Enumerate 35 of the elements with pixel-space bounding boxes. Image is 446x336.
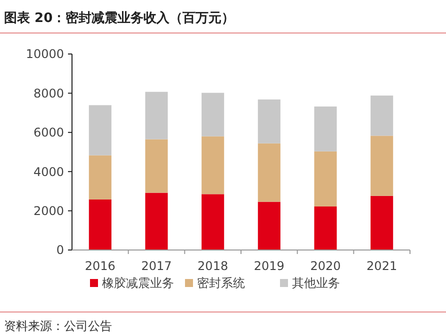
bar	[88, 199, 112, 250]
y-tick-label: 8000	[33, 86, 64, 100]
y-tick-label: 6000	[33, 126, 64, 140]
bar	[145, 139, 168, 193]
bar	[258, 99, 280, 144]
y-tick-label: 0	[56, 243, 64, 258]
bar	[88, 155, 112, 200]
legend-label: 橡胶减震业务	[102, 276, 174, 290]
bar	[370, 196, 394, 250]
bar	[202, 194, 224, 250]
bar	[202, 136, 224, 194]
bar	[314, 106, 337, 152]
x-tick-label: 2016	[84, 259, 116, 273]
x-tick-label: 2017	[141, 259, 172, 273]
legend-label: 其他业务	[292, 276, 340, 290]
bar	[258, 143, 280, 202]
x-tick-label: 2020	[310, 259, 341, 273]
bar	[145, 92, 168, 140]
bar	[370, 96, 394, 136]
bar	[314, 151, 337, 206]
x-tick-label: 2018	[198, 259, 228, 273]
bar	[202, 92, 224, 136]
legend-label: 密封系统	[197, 276, 245, 290]
y-tick-label: 2000	[33, 204, 64, 218]
bar	[88, 105, 112, 156]
bar	[145, 192, 168, 250]
x-tick-label: 2021	[366, 259, 398, 273]
y-tick-label: 4000	[33, 164, 64, 179]
text: 资料来源：公司公告	[4, 319, 112, 333]
chart-title: 图表 20：密封减震业务收入（百万元）	[4, 10, 235, 26]
bar	[314, 206, 337, 250]
bar	[258, 202, 280, 250]
x-tick-label: 2019	[254, 259, 284, 273]
y-tick-label: 10000	[26, 47, 64, 62]
bar	[370, 136, 394, 196]
